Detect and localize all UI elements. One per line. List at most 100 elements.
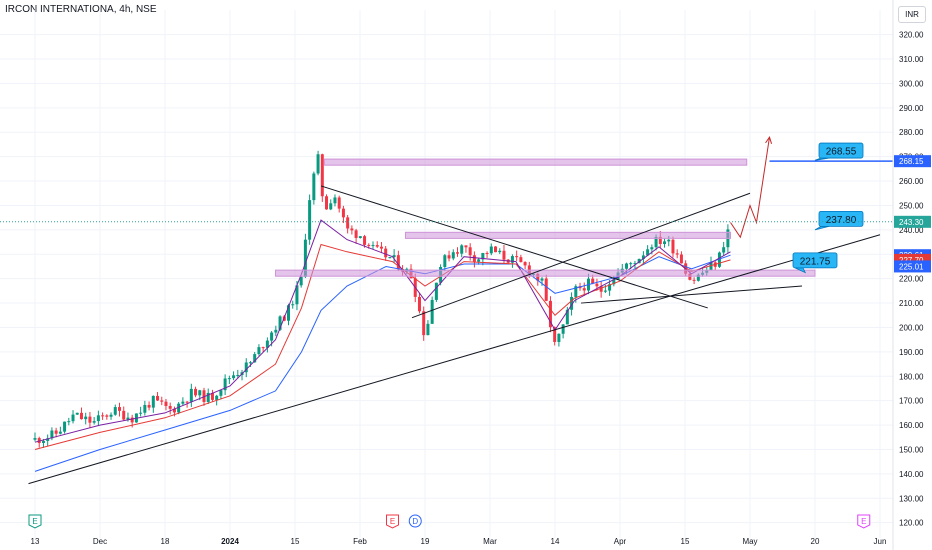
- candle-body: [671, 239, 675, 254]
- y-tick-label: 120.00: [899, 519, 924, 528]
- projection-arrowhead: [765, 135, 773, 144]
- candle-body: [202, 390, 206, 402]
- candle-body: [236, 374, 240, 376]
- candle-body: [50, 430, 54, 439]
- candle-body: [468, 247, 472, 256]
- y-tick-label: 300.00: [899, 79, 924, 88]
- y-tick-label: 190.00: [899, 348, 924, 357]
- candle-body: [54, 430, 58, 434]
- candle-body: [447, 255, 451, 259]
- candle-body: [515, 256, 519, 258]
- event-marker: E: [386, 514, 399, 529]
- candle-body: [181, 401, 185, 404]
- candle-body: [113, 407, 117, 415]
- y-tick-label: 290.00: [899, 104, 924, 113]
- y-tick-label: 320.00: [899, 31, 924, 40]
- candle-body: [443, 255, 447, 267]
- candle-body: [396, 255, 400, 270]
- candle-body: [274, 329, 278, 333]
- candle-body: [248, 362, 252, 364]
- trendline: [28, 234, 881, 485]
- event-marker-label: E: [861, 517, 866, 526]
- candle-body: [675, 253, 679, 255]
- event-marker-shape: [386, 514, 399, 529]
- support-resistance-zone: [405, 231, 731, 239]
- x-tick-label: 20: [811, 537, 820, 546]
- x-tick-label: 15: [681, 537, 690, 546]
- candle-body: [130, 417, 134, 423]
- price-tag: 243.30: [894, 215, 931, 228]
- candle-body: [270, 332, 274, 341]
- candle-body: [105, 415, 109, 417]
- y-tick-label: 220.00: [899, 275, 924, 284]
- candle-body: [37, 438, 41, 444]
- candle-body: [696, 274, 700, 281]
- candle-body: [185, 401, 189, 403]
- event-marker-shape: [857, 514, 871, 529]
- candle-body: [244, 362, 248, 373]
- candle-body: [354, 230, 358, 238]
- event-marker: E: [857, 514, 871, 529]
- candle-body: [426, 323, 430, 336]
- candle-body: [570, 296, 574, 310]
- price-callout: 221.75: [792, 252, 838, 274]
- currency-button[interactable]: INR: [898, 6, 926, 23]
- candle-body: [101, 415, 105, 417]
- candle-body: [122, 410, 126, 420]
- candle-body: [641, 255, 645, 259]
- candle-body: [612, 279, 616, 285]
- candle-body: [79, 412, 83, 420]
- candle-body: [316, 154, 320, 174]
- candle-body: [278, 316, 282, 330]
- candle-body: [388, 257, 392, 259]
- candle-body: [485, 252, 489, 254]
- candle-body: [151, 395, 155, 408]
- candle-body: [303, 239, 307, 277]
- candle-body: [472, 255, 476, 262]
- candle-body: [375, 245, 379, 247]
- price-tag-label: 268.15: [899, 157, 924, 166]
- x-tick-label: 19: [421, 537, 430, 546]
- candle-body: [206, 392, 210, 402]
- candle-body: [84, 416, 88, 420]
- candle-body: [481, 252, 485, 260]
- candle-body: [164, 401, 168, 406]
- trendline: [411, 192, 751, 319]
- candle-body: [139, 412, 143, 414]
- symbol-title: IRCON INTERNATIONA, 4h, NSE: [5, 4, 157, 15]
- x-tick-label: 2024: [221, 537, 239, 546]
- candle-body: [603, 290, 607, 292]
- candle-body: [608, 284, 612, 291]
- price-tag-label: 243.30: [899, 218, 924, 227]
- x-tick-label: Jun: [874, 537, 887, 546]
- candle-body: [557, 333, 561, 342]
- candle-body: [565, 309, 569, 325]
- candle-body: [417, 296, 421, 312]
- candle-body: [582, 288, 586, 291]
- candle-body: [553, 327, 557, 342]
- y-tick-label: 280.00: [899, 128, 924, 137]
- candle-body: [456, 252, 459, 254]
- time-axis: 13 Dec 18 2024 15 Feb 19 Mar 14 Apr 15 May 20 Jun: [31, 537, 887, 546]
- support-resistance-zone: [275, 269, 816, 277]
- price-callout: 237.80: [814, 210, 864, 231]
- candle-body: [261, 347, 265, 349]
- price-callout: 268.55: [814, 142, 864, 161]
- candle-body: [371, 245, 375, 247]
- candle-body: [422, 311, 426, 336]
- candle-body: [71, 414, 75, 422]
- candle-body: [367, 244, 371, 246]
- callout-box: [818, 210, 864, 227]
- y-tick-label: 170.00: [899, 397, 924, 406]
- candle-body: [41, 440, 45, 444]
- y-tick-label: 150.00: [899, 445, 924, 454]
- candle-body: [688, 273, 692, 280]
- x-tick-label: Feb: [353, 537, 367, 546]
- candle-body: [625, 263, 628, 269]
- candle-body: [75, 412, 79, 415]
- candle-body: [88, 416, 92, 423]
- candle-body: [637, 258, 641, 264]
- x-tick-label: 14: [551, 537, 560, 546]
